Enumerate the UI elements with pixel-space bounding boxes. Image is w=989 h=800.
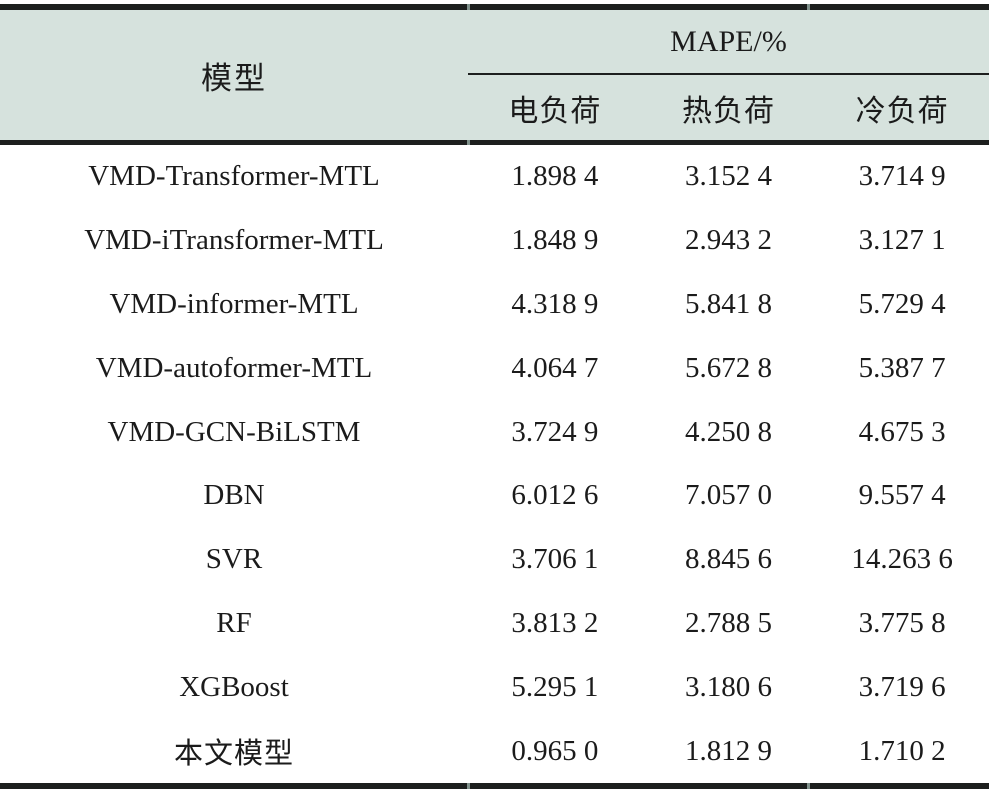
- model-name: XGBoost: [179, 670, 289, 703]
- value-cell-cold: 1.710 2: [858, 734, 946, 767]
- table-row: 本文模型 0.965 0 1.812 9 1.710 2: [0, 719, 989, 783]
- value-cell-cold: 5.729 4: [858, 287, 946, 320]
- subheader-heat-load: 热负荷: [681, 94, 775, 128]
- table-row: VMD-GCN-BiLSTM 3.724 9 4.250 8 4.675 3: [0, 400, 989, 464]
- value-cell-heat: 7.057 0: [684, 479, 772, 512]
- model-name: VMD-Transformer-MTL: [88, 160, 380, 193]
- header-bottom-rule: [0, 140, 989, 145]
- table-row: VMD-Transformer-MTL 1.898 4 3.152 4 3.71…: [0, 145, 989, 209]
- value-cell-electric: 0.965 0: [511, 734, 599, 767]
- value-cell-electric: 4.318 9: [511, 287, 599, 320]
- model-name: VMD-iTransformer-MTL: [84, 224, 384, 257]
- table-header: 模型 MAPE/% 电负荷 热负荷 冷负荷: [0, 10, 989, 140]
- column-divider-tick: [807, 783, 810, 789]
- model-name: SVR: [205, 543, 263, 576]
- value-cell-heat: 5.841 8: [684, 287, 772, 320]
- column-divider-tick: [467, 4, 470, 10]
- model-name: DBN: [203, 479, 265, 512]
- bottom-rule: [0, 783, 989, 789]
- value-cell-heat: 3.152 4: [684, 160, 772, 193]
- value-cell-heat: 1.812 9: [684, 734, 772, 767]
- table-row: SVR 3.706 1 8.845 6 14.263 6: [0, 528, 989, 592]
- value-cell-cold: 5.387 7: [858, 351, 946, 384]
- mape-group-label: MAPE/%: [670, 24, 787, 58]
- column-divider-tick: [467, 783, 470, 789]
- column-divider-tick: [807, 4, 810, 10]
- mape-group-header: MAPE/% 电负荷 热负荷 冷负荷: [468, 10, 989, 140]
- subheader-electric-load: 电负荷: [508, 94, 602, 128]
- table-row: DBN 6.012 6 7.057 0 9.557 4: [0, 464, 989, 528]
- value-cell-electric: 4.064 7: [511, 351, 599, 384]
- value-cell-electric: 5.295 1: [511, 670, 599, 703]
- value-cell-heat: 3.180 6: [684, 670, 772, 703]
- column-divider-tick: [467, 140, 470, 145]
- value-cell-cold: 3.775 8: [858, 606, 946, 639]
- value-cell-electric: 6.012 6: [511, 479, 599, 512]
- model-column-header: 模型: [201, 60, 267, 96]
- model-name: VMD-informer-MTL: [109, 287, 359, 320]
- value-cell-heat: 2.788 5: [684, 606, 772, 639]
- value-cell-heat: 4.250 8: [684, 415, 772, 448]
- table-body: VMD-Transformer-MTL 1.898 4 3.152 4 3.71…: [0, 145, 989, 783]
- model-name: VMD-autoformer-MTL: [95, 351, 373, 384]
- value-cell-electric: 3.724 9: [511, 415, 599, 448]
- value-cell-cold: 3.127 1: [858, 224, 946, 257]
- subheader-cold-load: 冷负荷: [855, 94, 949, 128]
- top-rule: [0, 4, 989, 10]
- model-name: RF: [216, 606, 252, 639]
- value-cell-heat: 8.845 6: [684, 543, 772, 576]
- value-cell-electric: 3.813 2: [511, 606, 599, 639]
- model-name: VMD-GCN-BiLSTM: [107, 415, 361, 448]
- value-cell-electric: 3.706 1: [511, 543, 599, 576]
- value-cell-cold: 3.719 6: [858, 670, 946, 703]
- table-row: VMD-iTransformer-MTL 1.848 9 2.943 2 3.1…: [0, 209, 989, 273]
- mape-underline-rule: [468, 73, 989, 75]
- value-cell-electric: 1.848 9: [511, 224, 599, 257]
- value-cell-cold: 3.714 9: [858, 160, 946, 193]
- value-cell-heat: 2.943 2: [684, 224, 772, 257]
- model-name: 本文模型: [173, 738, 294, 771]
- results-table: 模型 MAPE/% 电负荷 热负荷 冷负荷 VMD-Transformer-MT…: [0, 4, 989, 800]
- subheader-row: 电负荷 热负荷 冷负荷: [468, 75, 989, 140]
- table-row: VMD-autoformer-MTL 4.064 7 5.672 8 5.387…: [0, 336, 989, 400]
- value-cell-cold: 4.675 3: [858, 415, 946, 448]
- value-cell-cold: 9.557 4: [858, 479, 946, 512]
- table-row: VMD-informer-MTL 4.318 9 5.841 8 5.729 4: [0, 273, 989, 337]
- table-row: RF 3.813 2 2.788 5 3.775 8: [0, 592, 989, 656]
- value-cell-cold: 14.263 6: [851, 543, 953, 576]
- value-cell-electric: 1.898 4: [511, 160, 599, 193]
- value-cell-heat: 5.672 8: [684, 351, 772, 384]
- table-row: XGBoost 5.295 1 3.180 6 3.719 6: [0, 655, 989, 719]
